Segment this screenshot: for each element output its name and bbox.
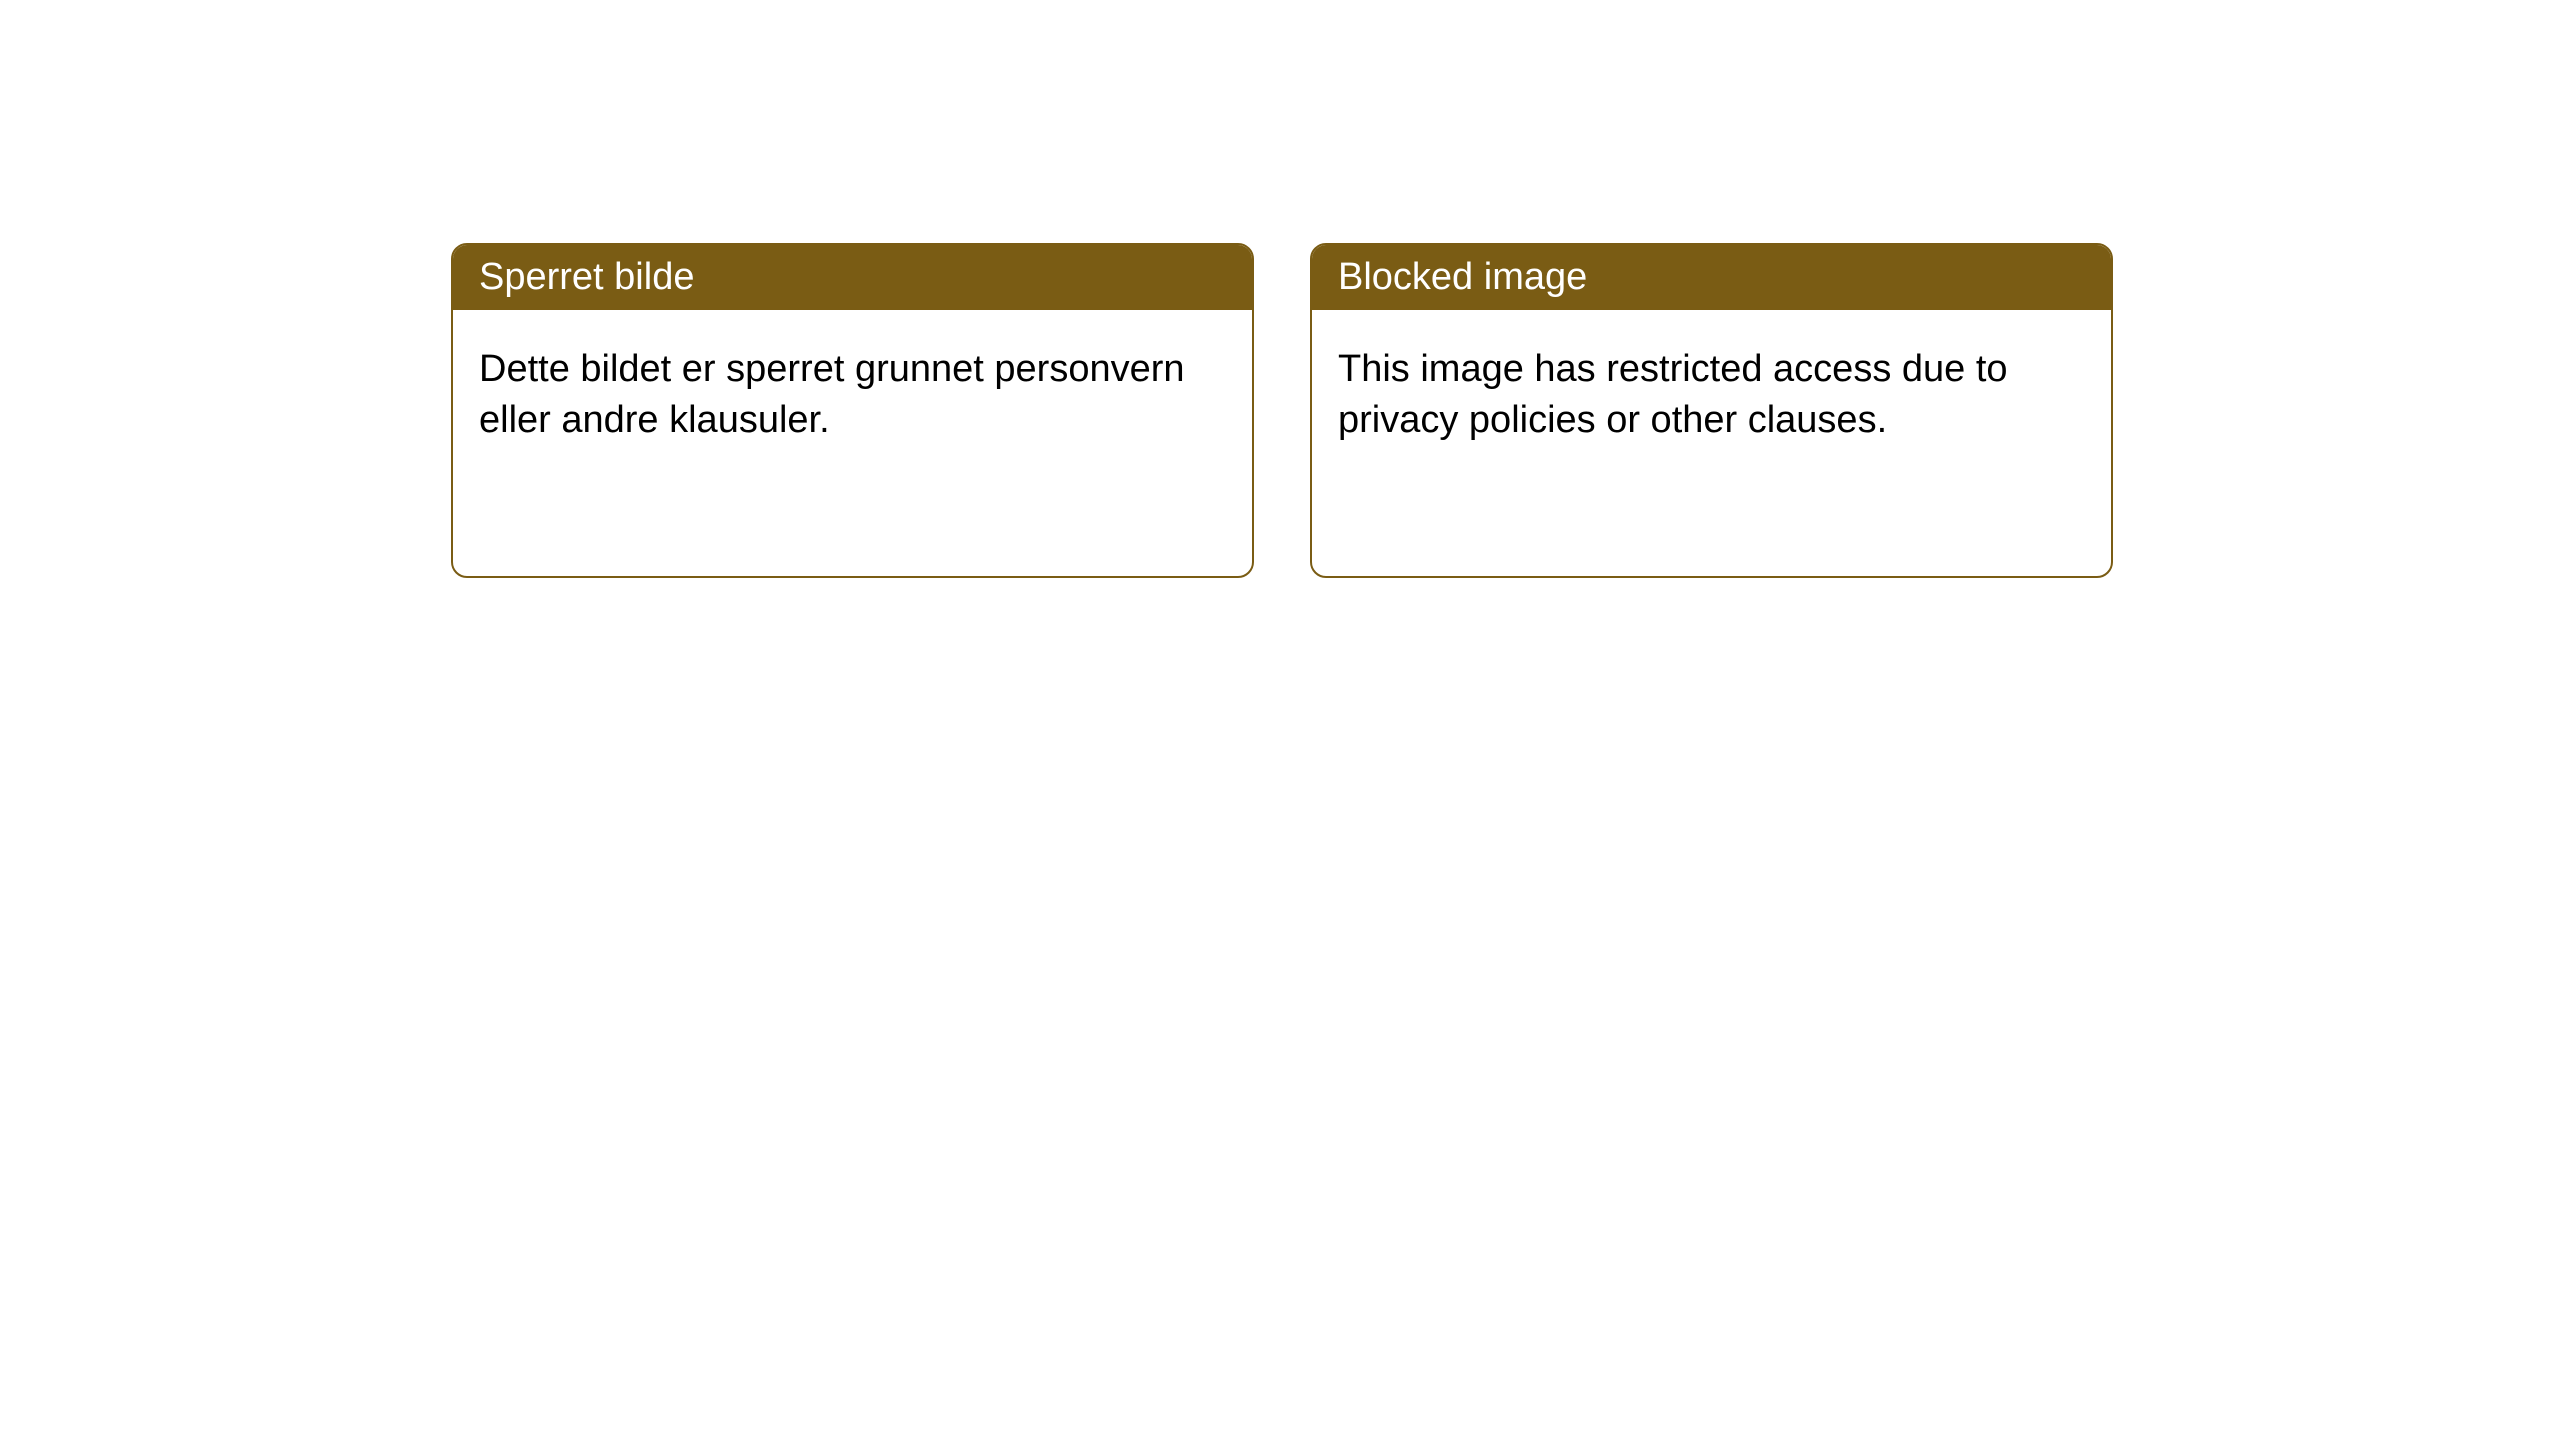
- notice-card-norwegian: Sperret bilde Dette bildet er sperret gr…: [451, 243, 1254, 578]
- notice-header: Blocked image: [1312, 245, 2111, 310]
- notice-title: Sperret bilde: [479, 256, 694, 298]
- notice-body-text: Dette bildet er sperret grunnet personve…: [479, 348, 1185, 441]
- notice-title: Blocked image: [1338, 256, 1587, 298]
- notice-body-text: This image has restricted access due to …: [1338, 348, 2008, 441]
- notice-body: This image has restricted access due to …: [1312, 310, 2111, 481]
- notice-card-english: Blocked image This image has restricted …: [1310, 243, 2113, 578]
- notice-body: Dette bildet er sperret grunnet personve…: [453, 310, 1252, 481]
- notices-container: Sperret bilde Dette bildet er sperret gr…: [0, 0, 2560, 578]
- notice-header: Sperret bilde: [453, 245, 1252, 310]
